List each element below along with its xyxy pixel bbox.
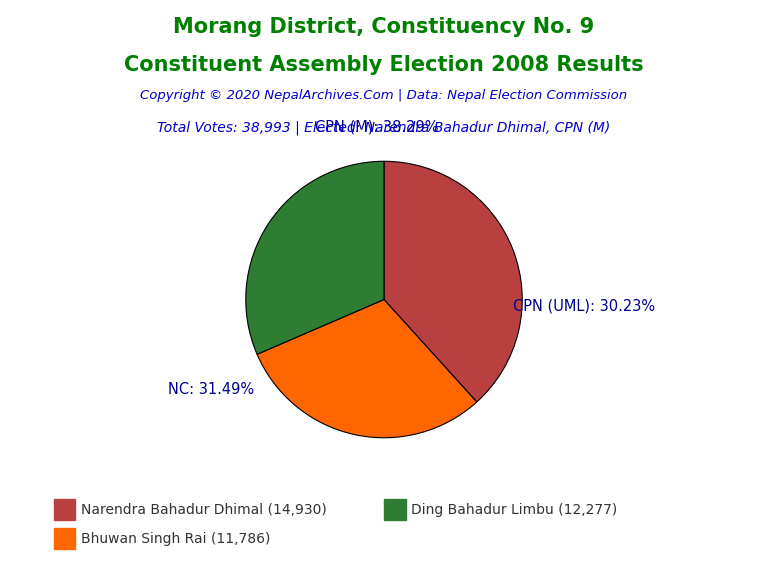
Text: Bhuwan Singh Rai (11,786): Bhuwan Singh Rai (11,786) <box>81 532 270 545</box>
Wedge shape <box>384 161 522 402</box>
Wedge shape <box>246 161 384 354</box>
Text: Total Votes: 38,993 | Elected: Narendra Bahadur Dhimal, CPN (M): Total Votes: 38,993 | Elected: Narendra … <box>157 121 611 135</box>
Text: CPN (UML): 30.23%: CPN (UML): 30.23% <box>513 299 656 314</box>
Text: Narendra Bahadur Dhimal (14,930): Narendra Bahadur Dhimal (14,930) <box>81 503 326 517</box>
Text: Morang District, Constituency No. 9: Morang District, Constituency No. 9 <box>174 17 594 37</box>
Text: Copyright © 2020 NepalArchives.Com | Data: Nepal Election Commission: Copyright © 2020 NepalArchives.Com | Dat… <box>141 89 627 103</box>
Text: Ding Bahadur Limbu (12,277): Ding Bahadur Limbu (12,277) <box>411 503 617 517</box>
Text: NC: 31.49%: NC: 31.49% <box>168 382 254 397</box>
Text: CPN (M): 38.29%: CPN (M): 38.29% <box>316 119 439 134</box>
Wedge shape <box>257 300 477 438</box>
Text: Constituent Assembly Election 2008 Results: Constituent Assembly Election 2008 Resul… <box>124 55 644 75</box>
